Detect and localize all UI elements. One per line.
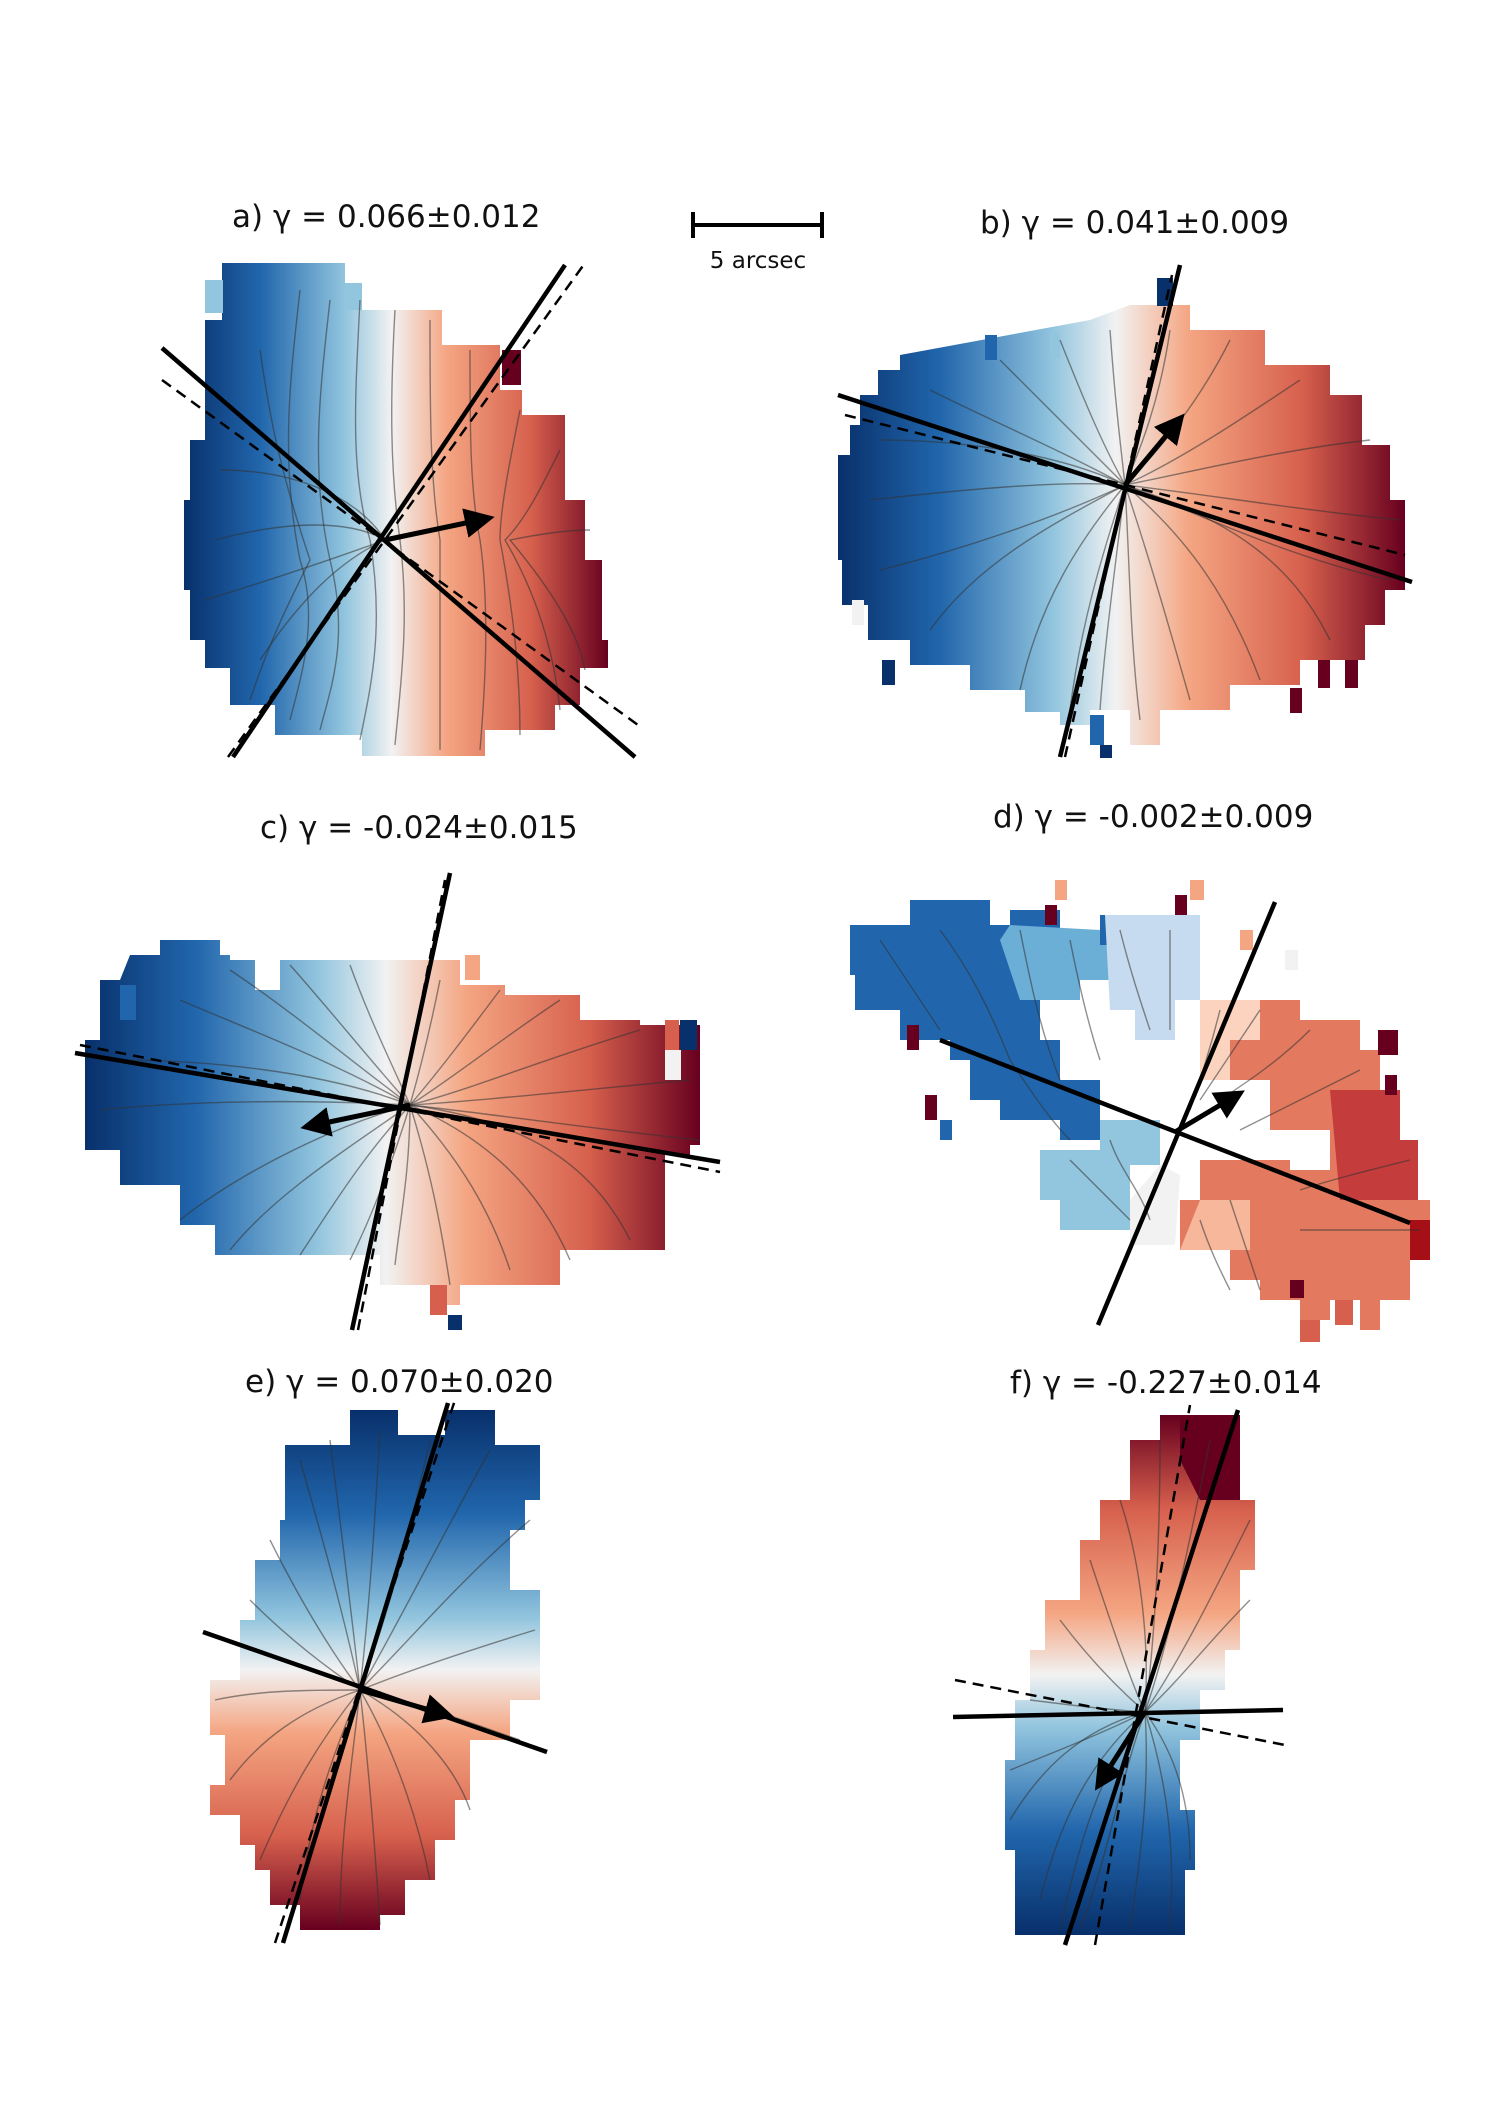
panel-f-major-axis-dashed (1093, 1404, 1192, 1946)
panel-a-minor-axis-dashed (226, 262, 587, 758)
panel-f-minor-axis (952, 1707, 1284, 1720)
panel-c-minor-axis-dashed (356, 879, 447, 1331)
panel-a-title: a) γ = 0.066±0.012 (232, 199, 540, 235)
panel-e: e) γ = 0.070±0.020 (202, 1364, 554, 1944)
panel-d-velocity-map (850, 880, 1430, 1342)
panel-b-title: b) γ = 0.041±0.009 (980, 205, 1289, 241)
panel-c: c) γ = -0.024±0.015 (74, 810, 721, 1331)
panel-e-major-axis (280, 1402, 451, 1944)
panel-e-major-axis-dashed (273, 1399, 457, 1944)
panel-e-velocity-map (210, 1410, 540, 1930)
panel-c-rotation-arrow (300, 1102, 411, 1137)
panel-d-title: d) γ = -0.002±0.009 (993, 799, 1313, 835)
panel-f-title: f) γ = -0.227±0.014 (1010, 1365, 1322, 1401)
panel-b-rotation-arrow (1123, 413, 1185, 487)
panel-f: f) γ = -0.227±0.014 (952, 1365, 1322, 1946)
panel-f-minor-axis-dashed (954, 1678, 1286, 1747)
panel-b-minor-axis-dashed (1063, 274, 1174, 758)
panel-a: a) γ = 0.066±0.012 (160, 199, 639, 759)
panel-c-velocity-map (85, 940, 701, 1330)
panel-f-rotation-arrow (1094, 1710, 1148, 1791)
scale-bar: 5 arcsec (691, 212, 824, 274)
panel-c-minor-axis (349, 872, 453, 1331)
panel-b: b) γ = 0.041±0.009 (837, 205, 1413, 758)
scale-bar-label: 5 arcsec (710, 248, 806, 274)
panel-a-velocity-map (184, 263, 608, 756)
panel-e-title: e) γ = 0.070±0.020 (245, 1364, 554, 1400)
panel-e-rotation-arrow (359, 1687, 455, 1724)
panel-d-rotation-arrow (1173, 1090, 1245, 1135)
panel-d-minor-axis (1095, 901, 1278, 1326)
panel-a-photometric-axis (161, 378, 639, 727)
panel-c-title: c) γ = -0.024±0.015 (260, 810, 578, 846)
panel-d: d) γ = -0.002±0.009 (850, 799, 1430, 1342)
panel-b-velocity-map (838, 278, 1405, 758)
panel-a-minor-axis (231, 263, 567, 759)
panel-f-velocity-map (1005, 1415, 1255, 1935)
panel-a-rotation-arrow (384, 508, 495, 543)
panel-f-major-axis (1062, 1409, 1241, 1946)
